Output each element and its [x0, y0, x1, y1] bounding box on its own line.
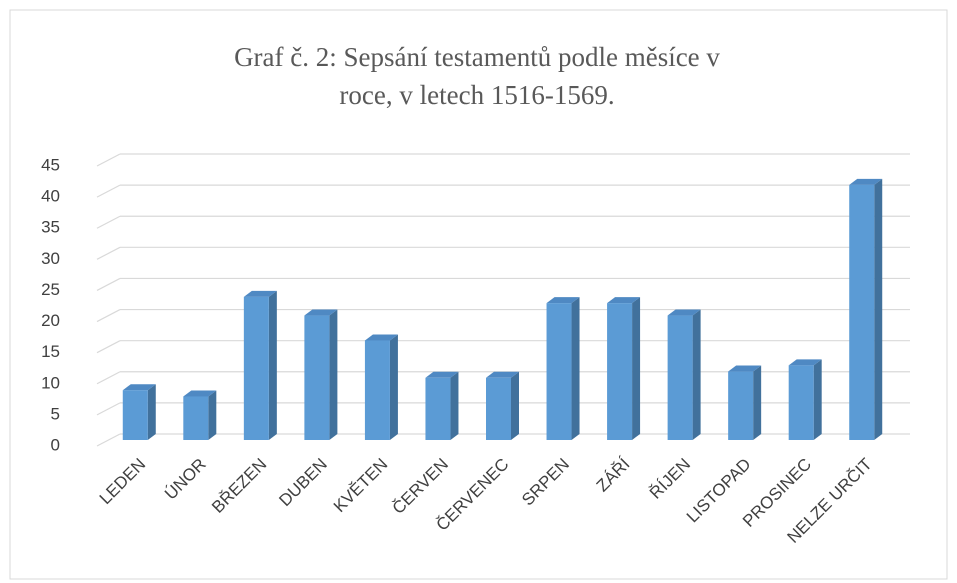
bar-side	[874, 178, 883, 440]
bar-top	[607, 297, 641, 304]
y-tick-label: 30	[41, 249, 60, 268]
bar-top	[425, 371, 459, 378]
bar-side	[147, 384, 156, 440]
bar	[728, 371, 754, 440]
y-tick-label: 20	[41, 311, 60, 330]
grid-line	[96, 402, 121, 416]
y-tick-label: 10	[41, 373, 60, 392]
bar	[304, 315, 330, 440]
grid-line	[96, 246, 121, 260]
bar-side	[692, 309, 701, 440]
bar	[364, 340, 390, 440]
grid-line	[96, 184, 121, 198]
bar-side	[268, 290, 277, 440]
grid-line	[96, 277, 121, 291]
grid-line	[96, 340, 121, 354]
bar	[667, 315, 693, 440]
bar	[607, 303, 633, 440]
y-tick-label: 40	[41, 187, 60, 206]
bar-side	[511, 371, 519, 440]
chart-title-line-1: Graf č. 2: Sepsání testamentů podle měsí…	[234, 42, 720, 110]
bar-side	[329, 309, 338, 440]
bar-top	[243, 290, 277, 297]
bar-side	[450, 371, 459, 440]
bar	[243, 296, 269, 440]
bar-side	[813, 359, 822, 440]
grid-line	[96, 433, 121, 447]
bar-top	[486, 371, 519, 378]
bar-side	[208, 390, 217, 440]
bar	[486, 377, 511, 440]
bar-top	[364, 334, 398, 341]
bar-top	[122, 384, 156, 391]
bar	[122, 390, 148, 440]
bar	[849, 184, 875, 440]
bar-side	[753, 365, 762, 440]
bar-top	[667, 309, 701, 316]
chart-border	[9, 9, 948, 580]
y-tick-label: 35	[41, 218, 60, 237]
bar-top	[788, 359, 822, 366]
bar-side	[632, 297, 641, 440]
bar-side	[389, 334, 398, 440]
y-tick-label: 0	[51, 435, 60, 454]
grid-line	[96, 371, 121, 385]
bar-top	[183, 390, 217, 397]
bar-top	[849, 178, 883, 185]
y-tick-label: 45	[41, 155, 60, 174]
bar	[183, 396, 209, 440]
bar	[425, 377, 451, 440]
bar	[788, 365, 814, 440]
grid-line	[96, 215, 121, 229]
grid-line	[96, 309, 121, 323]
y-tick-label: 25	[41, 280, 60, 299]
bar-top	[728, 365, 762, 372]
y-tick-label: 15	[41, 342, 60, 361]
grid-line	[96, 153, 121, 167]
y-tick-label: 5	[51, 404, 60, 423]
bar-top	[546, 297, 580, 304]
bar-side	[571, 297, 580, 440]
bar-top	[304, 309, 338, 316]
bar	[546, 303, 572, 440]
